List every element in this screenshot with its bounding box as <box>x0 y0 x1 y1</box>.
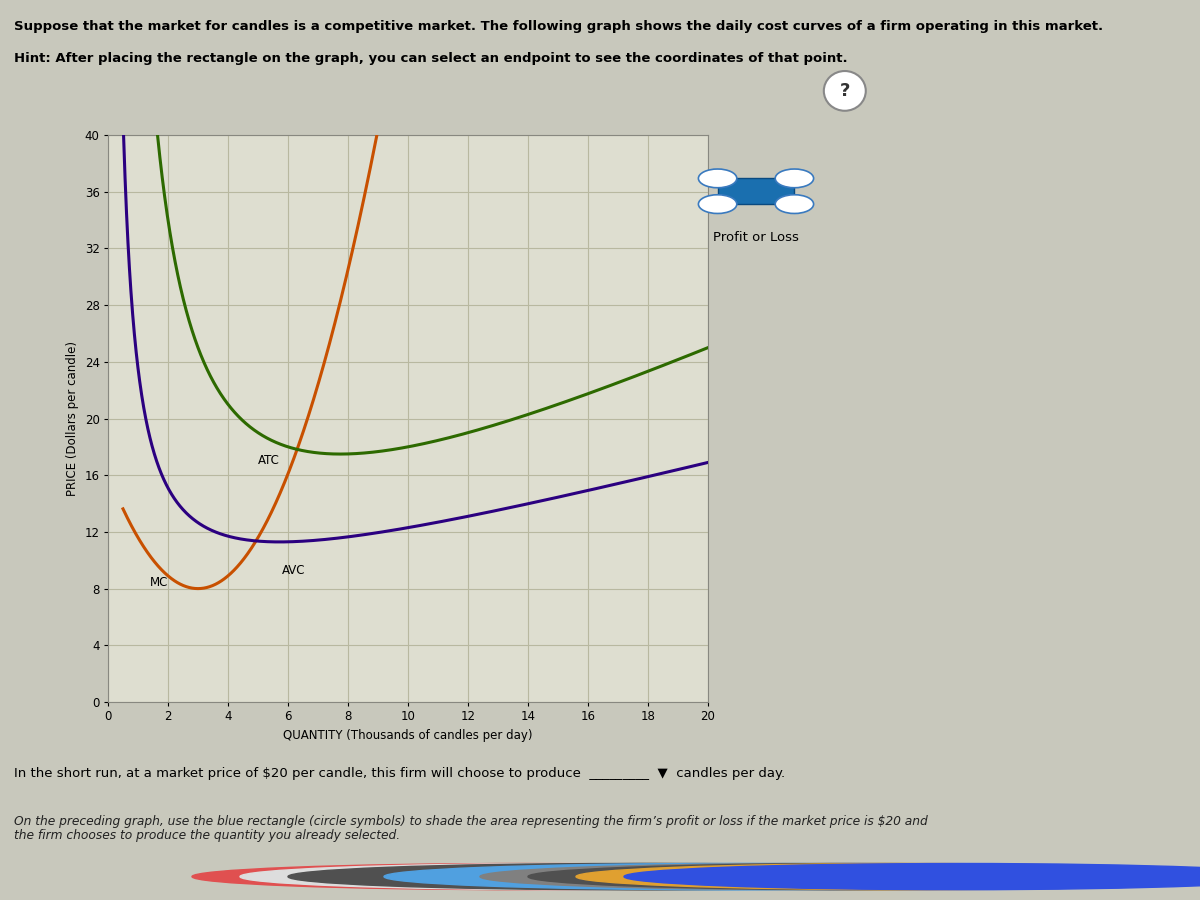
Circle shape <box>240 863 912 890</box>
Text: AVC: AVC <box>282 564 306 578</box>
Circle shape <box>624 863 1200 890</box>
Text: In the short run, at a market price of $20 per candle, this firm will choose to : In the short run, at a market price of $… <box>14 767 786 779</box>
Text: Profit or Loss: Profit or Loss <box>713 231 799 244</box>
X-axis label: QUANTITY (Thousands of candles per day): QUANTITY (Thousands of candles per day) <box>283 729 533 742</box>
Circle shape <box>336 863 1008 890</box>
Circle shape <box>824 71 865 111</box>
Bar <box>718 178 794 204</box>
Text: ATC: ATC <box>258 454 280 467</box>
Text: Suppose that the market for candles is a competitive market. The following graph: Suppose that the market for candles is a… <box>14 20 1104 32</box>
Circle shape <box>775 194 814 213</box>
Text: On the preceding graph, use the blue rectangle (circle symbols) to shade the are: On the preceding graph, use the blue rec… <box>14 814 928 842</box>
Circle shape <box>576 863 1200 890</box>
Circle shape <box>528 863 1200 890</box>
Circle shape <box>288 863 960 890</box>
Circle shape <box>775 169 814 188</box>
Y-axis label: PRICE (Dollars per candle): PRICE (Dollars per candle) <box>66 341 79 496</box>
Circle shape <box>698 169 737 188</box>
Text: MC: MC <box>150 576 168 589</box>
Text: Hint: After placing the rectangle on the graph, you can select an endpoint to se: Hint: After placing the rectangle on the… <box>14 52 848 65</box>
Circle shape <box>480 863 1152 890</box>
Text: ?: ? <box>840 82 850 100</box>
Circle shape <box>698 194 737 213</box>
Circle shape <box>384 863 1056 890</box>
Circle shape <box>192 863 864 890</box>
Circle shape <box>432 863 1104 890</box>
